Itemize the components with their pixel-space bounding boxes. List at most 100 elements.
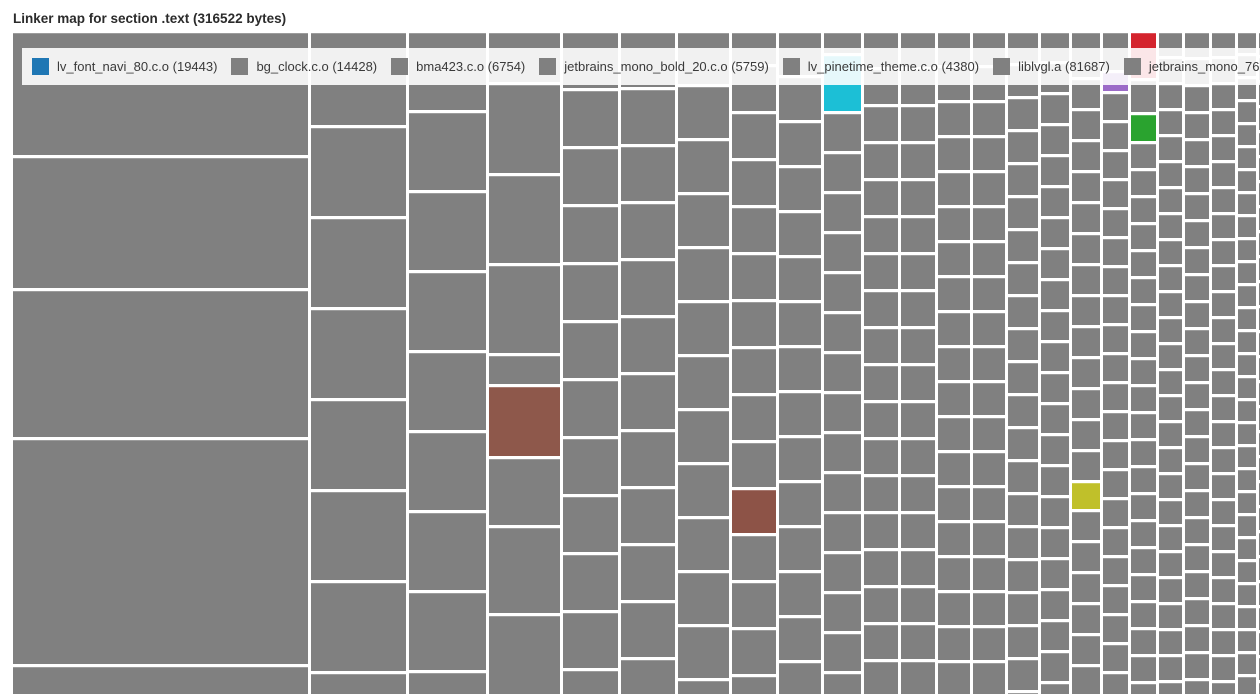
treemap-cell[interactable] bbox=[1238, 608, 1256, 628]
treemap-cell[interactable] bbox=[824, 234, 861, 271]
treemap-cell[interactable] bbox=[1238, 125, 1256, 145]
treemap-cell[interactable] bbox=[563, 149, 618, 204]
treemap-cell[interactable] bbox=[1008, 396, 1038, 426]
treemap-cell[interactable] bbox=[1185, 600, 1209, 624]
treemap-cell[interactable] bbox=[1159, 501, 1182, 524]
treemap-cell[interactable] bbox=[1072, 543, 1100, 571]
treemap-cell[interactable] bbox=[1041, 653, 1069, 681]
treemap-cell[interactable] bbox=[678, 627, 729, 678]
treemap-cell[interactable] bbox=[1212, 605, 1235, 628]
treemap-cell[interactable] bbox=[489, 459, 560, 525]
treemap-cell[interactable] bbox=[864, 662, 898, 694]
treemap-cell[interactable] bbox=[824, 114, 861, 151]
treemap-cell[interactable] bbox=[1238, 631, 1256, 651]
treemap-cell[interactable] bbox=[973, 558, 1005, 590]
treemap-cell[interactable] bbox=[973, 523, 1005, 555]
treemap-cell[interactable] bbox=[779, 618, 821, 660]
treemap-cell[interactable] bbox=[938, 208, 970, 240]
treemap-cell[interactable] bbox=[1238, 401, 1256, 421]
treemap-cell[interactable] bbox=[779, 123, 821, 165]
treemap-cell[interactable] bbox=[678, 357, 729, 408]
treemap-cell[interactable] bbox=[1159, 657, 1182, 680]
treemap-cell[interactable] bbox=[732, 583, 776, 627]
treemap-cell[interactable] bbox=[1008, 363, 1038, 393]
treemap-cell[interactable] bbox=[824, 394, 861, 431]
treemap-cell[interactable] bbox=[824, 354, 861, 391]
treemap-cell[interactable] bbox=[1238, 562, 1256, 582]
treemap-cell[interactable] bbox=[621, 660, 675, 694]
treemap-cell[interactable] bbox=[1238, 102, 1256, 122]
treemap-cell[interactable] bbox=[824, 594, 861, 631]
treemap-cell[interactable] bbox=[1159, 605, 1182, 628]
treemap-cell[interactable] bbox=[563, 497, 618, 552]
treemap-cell[interactable] bbox=[1185, 195, 1209, 219]
treemap-cell[interactable] bbox=[1103, 645, 1128, 671]
treemap-cell[interactable] bbox=[1238, 516, 1256, 536]
treemap-cell[interactable] bbox=[1212, 111, 1235, 134]
treemap-cell[interactable] bbox=[489, 85, 560, 173]
treemap-cell[interactable] bbox=[1131, 333, 1156, 357]
treemap-cell[interactable] bbox=[901, 181, 935, 215]
treemap-cell[interactable] bbox=[1103, 442, 1128, 468]
treemap-cell[interactable] bbox=[1212, 397, 1235, 420]
treemap-cell[interactable] bbox=[1185, 384, 1209, 408]
treemap-cell[interactable] bbox=[973, 208, 1005, 240]
treemap-cell[interactable] bbox=[1212, 553, 1235, 576]
treemap-cell[interactable] bbox=[1008, 528, 1038, 558]
treemap-cell[interactable] bbox=[1238, 171, 1256, 191]
treemap-cell[interactable] bbox=[1103, 355, 1128, 381]
treemap-cell[interactable] bbox=[1159, 397, 1182, 420]
treemap-cell[interactable] bbox=[901, 292, 935, 326]
treemap-cell[interactable] bbox=[973, 348, 1005, 380]
treemap-cell[interactable] bbox=[409, 353, 486, 430]
treemap-cell[interactable] bbox=[13, 440, 308, 664]
treemap-cell[interactable] bbox=[563, 207, 618, 262]
treemap-cell[interactable] bbox=[1185, 492, 1209, 516]
treemap-cell[interactable] bbox=[563, 323, 618, 378]
treemap-cell[interactable] bbox=[621, 318, 675, 372]
treemap-cell[interactable] bbox=[1131, 252, 1156, 276]
treemap-cell[interactable] bbox=[1159, 267, 1182, 290]
treemap-cell[interactable] bbox=[489, 266, 560, 353]
treemap-cell[interactable] bbox=[824, 154, 861, 191]
treemap-cell[interactable] bbox=[824, 514, 861, 551]
treemap-cell[interactable] bbox=[864, 403, 898, 437]
treemap-cell[interactable] bbox=[1072, 605, 1100, 633]
treemap-cell[interactable] bbox=[1008, 627, 1038, 657]
treemap-cell[interactable] bbox=[1041, 188, 1069, 216]
treemap-cell[interactable] bbox=[1212, 137, 1235, 160]
treemap-cell[interactable] bbox=[1159, 683, 1182, 694]
treemap-cell[interactable] bbox=[1238, 309, 1256, 329]
treemap-cell[interactable] bbox=[1072, 359, 1100, 387]
treemap-cell[interactable] bbox=[1041, 498, 1069, 526]
treemap-cell[interactable] bbox=[1159, 215, 1182, 238]
treemap-cell[interactable] bbox=[1185, 519, 1209, 543]
treemap-cell[interactable] bbox=[311, 583, 406, 671]
treemap-cell[interactable] bbox=[1103, 587, 1128, 613]
treemap-cell[interactable] bbox=[563, 439, 618, 494]
treemap-cell[interactable] bbox=[864, 551, 898, 585]
treemap-cell[interactable] bbox=[1185, 546, 1209, 570]
treemap-cell[interactable] bbox=[13, 667, 308, 694]
treemap-cell[interactable] bbox=[1238, 332, 1256, 352]
treemap-cell[interactable] bbox=[938, 138, 970, 170]
treemap-cell[interactable] bbox=[1041, 250, 1069, 278]
treemap-cell[interactable] bbox=[973, 313, 1005, 345]
treemap-cell[interactable] bbox=[1212, 189, 1235, 212]
treemap-cell[interactable] bbox=[901, 107, 935, 141]
treemap-cell-brown2[interactable] bbox=[732, 490, 776, 533]
treemap-cell[interactable] bbox=[732, 630, 776, 674]
treemap-cell[interactable] bbox=[864, 329, 898, 363]
treemap-cell[interactable] bbox=[1072, 297, 1100, 325]
treemap-cell[interactable] bbox=[1072, 328, 1100, 356]
treemap-cell[interactable] bbox=[864, 477, 898, 511]
treemap-cell[interactable] bbox=[409, 593, 486, 670]
treemap-cell[interactable] bbox=[1041, 622, 1069, 650]
treemap-cell[interactable] bbox=[1159, 319, 1182, 342]
treemap-cell[interactable] bbox=[409, 273, 486, 350]
treemap-cell[interactable] bbox=[1185, 303, 1209, 327]
treemap-cell[interactable] bbox=[1103, 616, 1128, 642]
treemap-cell[interactable] bbox=[901, 477, 935, 511]
treemap-cell[interactable] bbox=[824, 554, 861, 591]
treemap-cell[interactable] bbox=[1131, 522, 1156, 546]
